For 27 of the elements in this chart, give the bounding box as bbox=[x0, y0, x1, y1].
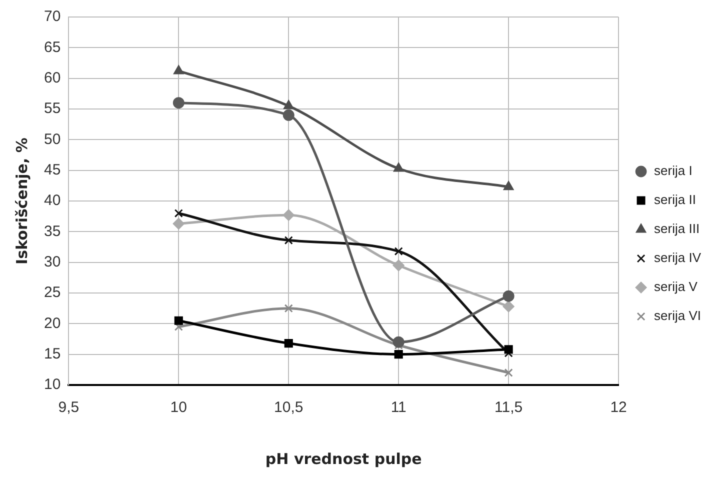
y-tick-label: 25 bbox=[44, 284, 61, 302]
y-tick-label: 70 bbox=[44, 8, 61, 26]
y-tick-label: 10 bbox=[44, 376, 61, 394]
y-tick-label: 65 bbox=[44, 38, 61, 56]
legend-label: serija VI bbox=[654, 308, 702, 324]
y-tick-label: 20 bbox=[44, 314, 61, 332]
x-tick-label: 12 bbox=[610, 399, 627, 416]
x-tick-label: 10 bbox=[170, 399, 187, 416]
y-tick-label: 30 bbox=[44, 253, 61, 270]
x-tick-label: 9,5 bbox=[58, 399, 80, 416]
legend-label: serija I bbox=[654, 163, 692, 178]
y-tick-label: 50 bbox=[44, 130, 61, 148]
y-tick-label: 60 bbox=[44, 69, 61, 86]
legend-label: serija IV bbox=[654, 250, 702, 266]
x-tick-label: 11 bbox=[390, 399, 406, 416]
y-tick-label: 35 bbox=[44, 222, 61, 240]
legend-label: serija III bbox=[654, 221, 700, 236]
x-tick-label: 10,5 bbox=[274, 399, 304, 416]
legend-label: serija II bbox=[654, 192, 696, 208]
x-tick-label: 11,5 bbox=[494, 399, 523, 416]
y-tick-label: 40 bbox=[44, 192, 61, 210]
legend-label: serija V bbox=[654, 279, 698, 294]
y-tick-label: 15 bbox=[44, 345, 61, 362]
y-tick-label: 45 bbox=[44, 161, 61, 178]
y-axis-title: Iskorišćenje, % bbox=[12, 138, 31, 264]
y-tick-label: 55 bbox=[44, 100, 61, 118]
x-axis-title: pH vrednost pulpe bbox=[265, 450, 422, 468]
